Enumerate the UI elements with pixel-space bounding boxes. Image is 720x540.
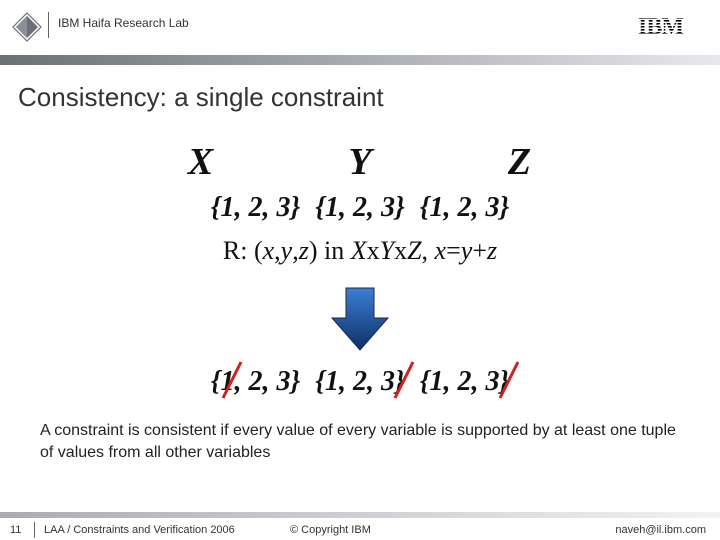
domain-after-x: {1, 2, 3} [211,366,301,398]
variables-row: X Y Z [0,140,720,184]
footer-divider [34,522,35,538]
domains-before-row: {1, 2, 3} {1, 2, 3} {1, 2, 3} [0,192,720,224]
ibm-logo-icon: IBM [638,14,702,44]
domain-after-z: {1, 2, 3} [420,366,510,398]
relation-text: R: (x,y,z) in XxYxZ, x=y+z [0,236,720,266]
arrow-down [0,284,720,359]
footer-gradient-bar [0,512,720,518]
domain-before-z: {1, 2, 3} [420,192,510,224]
domain-before-y: {1, 2, 3} [315,192,405,224]
svg-text:IBM: IBM [638,14,683,38]
header-gradient-bar [0,55,720,65]
footer-email: naveh@il.ibm.com [615,524,706,536]
footnote-text: A constraint is consistent if every valu… [40,420,680,463]
domains-after-row: {1, 2, 3} {1, 2, 3} {1, 2, 3} [0,366,720,398]
header: IBM Haifa Research Lab IBM [0,0,720,55]
var-z: Z [445,140,595,184]
domain-after-y: {1, 2, 3} [315,366,405,398]
domain-after-z-text: {1, 2, 3} [420,366,510,397]
var-x: X [126,140,276,184]
slide: IBM Haifa Research Lab IBM Consistency: … [0,0,720,540]
var-y: Y [285,140,435,184]
domain-after-x-text: {1, 2, 3} [211,366,301,397]
arrow-down-icon [328,284,392,354]
header-divider [48,12,49,38]
diamond-logo-icon [12,12,42,47]
slide-title: Consistency: a single constraint [18,82,384,113]
page-number: 11 [10,524,21,536]
footer-copyright: © Copyright IBM [290,524,371,536]
footer-left-text: LAA / Constraints and Verification 2006 [44,524,235,536]
domain-before-x: {1, 2, 3} [211,192,301,224]
header-lab-text: IBM Haifa Research Lab [58,16,189,30]
domain-after-y-text: {1, 2, 3} [315,366,405,397]
footer: 11 LAA / Constraints and Verification 20… [0,512,720,540]
